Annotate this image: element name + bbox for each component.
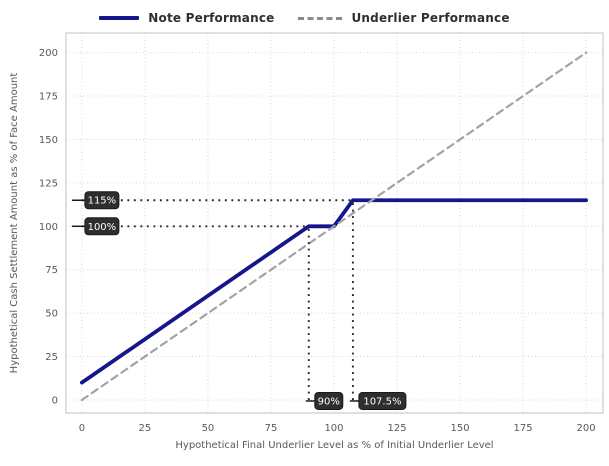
x-axis-title: Hypothetical Final Underlier Level as % … <box>175 440 494 451</box>
x-tick-label: 75 <box>265 423 278 434</box>
annotation-label: 107.5% <box>363 396 401 407</box>
x-tick-label: 150 <box>451 423 470 434</box>
x-tick-label: 100 <box>324 423 343 434</box>
annotation-label: 115% <box>88 196 117 207</box>
y-tick-label: 200 <box>39 48 58 59</box>
legend-label-note: Note Performance <box>148 11 275 25</box>
x-tick-label: 50 <box>202 423 215 434</box>
y-tick-label: 150 <box>39 135 58 146</box>
annotation-label: 90% <box>318 396 340 407</box>
annotation-box-115% <box>84 191 120 210</box>
x-tick-label: 200 <box>577 423 596 434</box>
plot-border <box>65 32 604 414</box>
legend-item-note: Note Performance <box>99 11 274 25</box>
x-tick-label: 25 <box>139 423 152 434</box>
underlier-performance-line <box>80 51 588 402</box>
y-tick-label: 0 <box>52 395 58 406</box>
legend: Note Performance Underlier Performance <box>0 6 609 30</box>
legend-item-underlier: Underlier Performance <box>298 11 510 25</box>
y-tick-label: 75 <box>45 265 58 276</box>
x-tick-label: 175 <box>514 423 533 434</box>
underlier-line-swatch-icon <box>298 16 343 20</box>
annotation-label: 100% <box>88 222 117 233</box>
annotation-box-107.5% <box>358 391 407 410</box>
y-tick-label: 125 <box>39 178 58 189</box>
y-tick-label: 50 <box>45 309 58 320</box>
y-tick-label: 25 <box>45 352 58 363</box>
note-line-swatch-icon <box>99 15 140 21</box>
x-tick-label: 125 <box>387 423 406 434</box>
y-tick-label: 100 <box>39 222 58 233</box>
y-tick-label: 175 <box>39 92 58 103</box>
legend-label-underlier: Underlier Performance <box>351 11 510 25</box>
annotation-box-90% <box>314 391 344 410</box>
y-axis-title: Hypothetical Cash Settlement Amount as %… <box>9 72 20 374</box>
x-tick-label: 0 <box>79 423 85 434</box>
annotation-box-100% <box>84 217 120 236</box>
